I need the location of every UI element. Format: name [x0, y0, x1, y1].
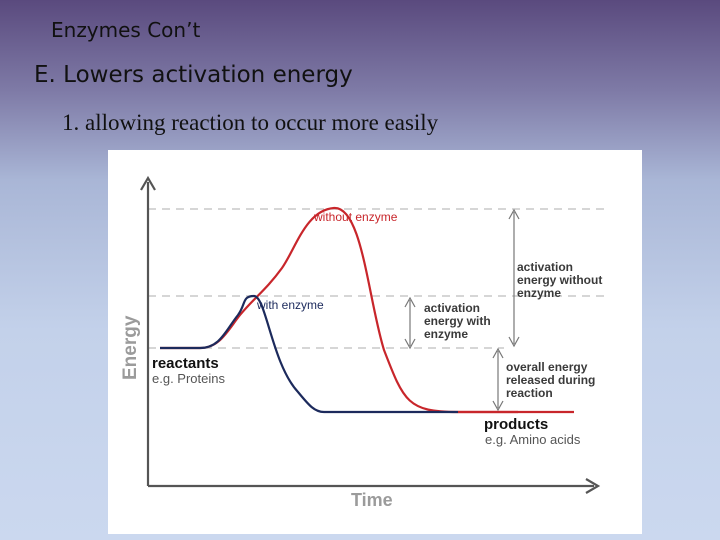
activation-with-arrow-top	[404, 296, 416, 308]
activation-with-arrow-bottom	[404, 338, 416, 350]
activation-without-line-3: enzyme	[517, 286, 561, 300]
diagram-svg: without enzyme with enzyme Energy Time r…	[120, 175, 606, 510]
activation-with-line-3: enzyme	[424, 327, 468, 341]
y-axis-label: Energy	[120, 315, 141, 380]
sub-point: 1. allowing reaction to occur more easil…	[62, 110, 439, 135]
energy-released-line-1: overall energy	[506, 360, 588, 374]
activation-energy-diagram: without enzyme with enzyme Energy Time r…	[108, 150, 642, 534]
reactants-example: e.g. Proteins	[152, 371, 225, 386]
activation-without-arrow-top	[508, 208, 520, 220]
energy-released-arrow-bottom	[492, 400, 504, 412]
energy-released-line-3: reaction	[506, 386, 553, 400]
x-axis-arrow	[585, 478, 601, 494]
without-enzyme-label: without enzyme	[313, 210, 398, 224]
slide-title: Enzymes Con’t	[51, 18, 201, 42]
energy-released-note: overall energy released during reaction	[506, 360, 599, 400]
activation-with-line-1: activation	[424, 301, 480, 315]
activation-without-note: activation energy without enzyme	[517, 260, 606, 300]
reactants-label: reactants	[152, 355, 219, 372]
products-label: products	[484, 416, 548, 433]
main-point: E. Lowers activation energy	[34, 62, 353, 88]
activation-with-note: activation energy with enzyme	[424, 301, 494, 341]
activation-with-line-2: energy with	[424, 314, 491, 328]
energy-released-line-2: released during	[506, 373, 595, 387]
y-axis-arrow	[140, 175, 156, 191]
with-enzyme-curve	[160, 294, 458, 414]
x-axis-label: Time	[351, 490, 393, 510]
activation-without-line-1: activation	[517, 260, 573, 274]
activation-without-line-2: energy without	[517, 273, 602, 287]
products-example: e.g. Amino acids	[485, 432, 581, 447]
with-enzyme-label: with enzyme	[256, 298, 324, 312]
energy-released-arrow-top	[492, 347, 504, 359]
activation-without-arrow-bottom	[508, 336, 520, 348]
without-enzyme-curve	[160, 206, 518, 414]
